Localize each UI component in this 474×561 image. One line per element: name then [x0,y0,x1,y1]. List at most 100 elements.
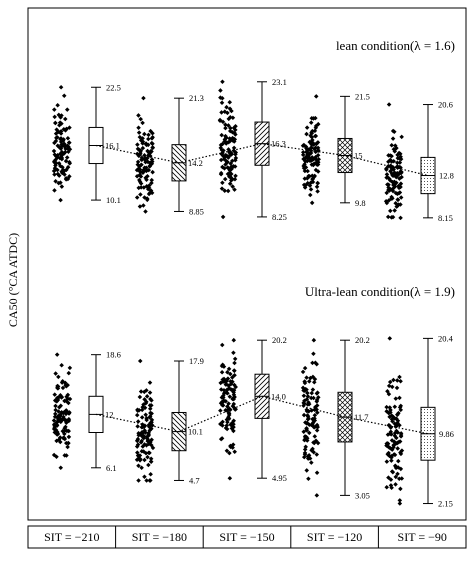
data-point [143,412,148,418]
data-point [391,377,396,383]
data-point [301,393,307,398]
min-label: 8.85 [189,206,204,216]
min-label: 6.1 [106,463,117,473]
data-point [224,417,230,422]
data-point [397,155,402,161]
min-label: 9.8 [355,198,366,208]
data-point [232,356,238,362]
min-label: 8.25 [272,212,287,222]
data-point [145,454,150,460]
data-point [389,469,395,474]
data-point [52,392,57,397]
data-point [304,426,309,431]
data-point [218,408,223,413]
data-point [312,434,318,439]
data-point [58,403,64,408]
data-point [142,423,148,428]
data-point [386,153,391,158]
data-point [314,399,320,404]
data-point [315,410,320,415]
data-point [395,430,401,435]
data-point [61,93,67,99]
data-point [146,132,151,138]
data-point [389,458,394,463]
data-point [60,142,66,148]
data-point [314,184,320,190]
data-point [66,147,72,152]
data-point [386,198,392,203]
data-point [389,153,394,159]
data-point [307,139,312,145]
data-point [220,79,225,85]
data-point [53,371,58,376]
data-point [390,136,396,141]
data-point [134,195,140,200]
data-point [142,131,147,137]
data-point [301,412,307,418]
median-label: 11.7 [354,412,369,422]
data-point [309,448,314,453]
data-point [387,336,393,341]
data-point [398,378,403,384]
data-point [134,438,140,444]
data-point [227,394,233,399]
data-point [310,387,316,392]
data-point [397,374,402,380]
data-point [399,448,405,453]
data-point [219,436,225,441]
data-point [385,214,391,220]
data-point [64,428,70,434]
data-point [52,152,58,157]
data-point [399,134,404,140]
min-label: 4.7 [189,475,200,485]
data-point [301,429,306,435]
scatter-group [383,102,404,221]
data-point [63,146,68,152]
data-point [313,167,319,173]
data-point [395,446,400,451]
data-point [142,457,147,463]
data-point [52,114,57,120]
data-point [59,184,65,189]
data-point [305,147,310,153]
category-labels: SIT = −210 SIT = −180 SIT = −150 SIT = −120… [44,530,447,544]
data-point [137,358,143,364]
data-point [140,120,145,126]
data-point [395,412,400,418]
data-point [393,200,398,206]
data-point [386,383,392,389]
data-point [314,361,319,367]
data-point [139,448,145,454]
data-point [390,419,395,424]
data-point [386,423,392,428]
data-point [300,369,306,375]
data-point [144,478,149,483]
data-point [224,426,230,432]
median-label: 9.86 [439,429,454,439]
median-label: 12.8 [439,171,454,181]
data-point [387,405,393,410]
data-point [390,180,396,185]
data-point [303,165,309,170]
data-point [306,173,311,179]
data-point [302,379,307,384]
data-point [148,396,153,402]
data-point [387,379,393,385]
data-point [388,477,394,482]
data-point [59,121,64,126]
data-point [149,442,154,448]
data-point [62,150,68,155]
data-point [219,369,225,375]
scatter-group [300,94,321,206]
data-point [65,135,71,141]
data-point [64,155,70,160]
data-point [312,146,317,152]
data-point [227,106,233,111]
panel-1: 18.6 6.1 12 17.9 4.7 10.1 20.2 4.95 14.0 20.2 3.05… [51,333,454,509]
data-point [304,375,309,380]
data-point [220,95,225,101]
data-point [148,406,153,412]
data-point [386,102,392,107]
data-point [231,368,237,373]
data-point [311,440,316,445]
